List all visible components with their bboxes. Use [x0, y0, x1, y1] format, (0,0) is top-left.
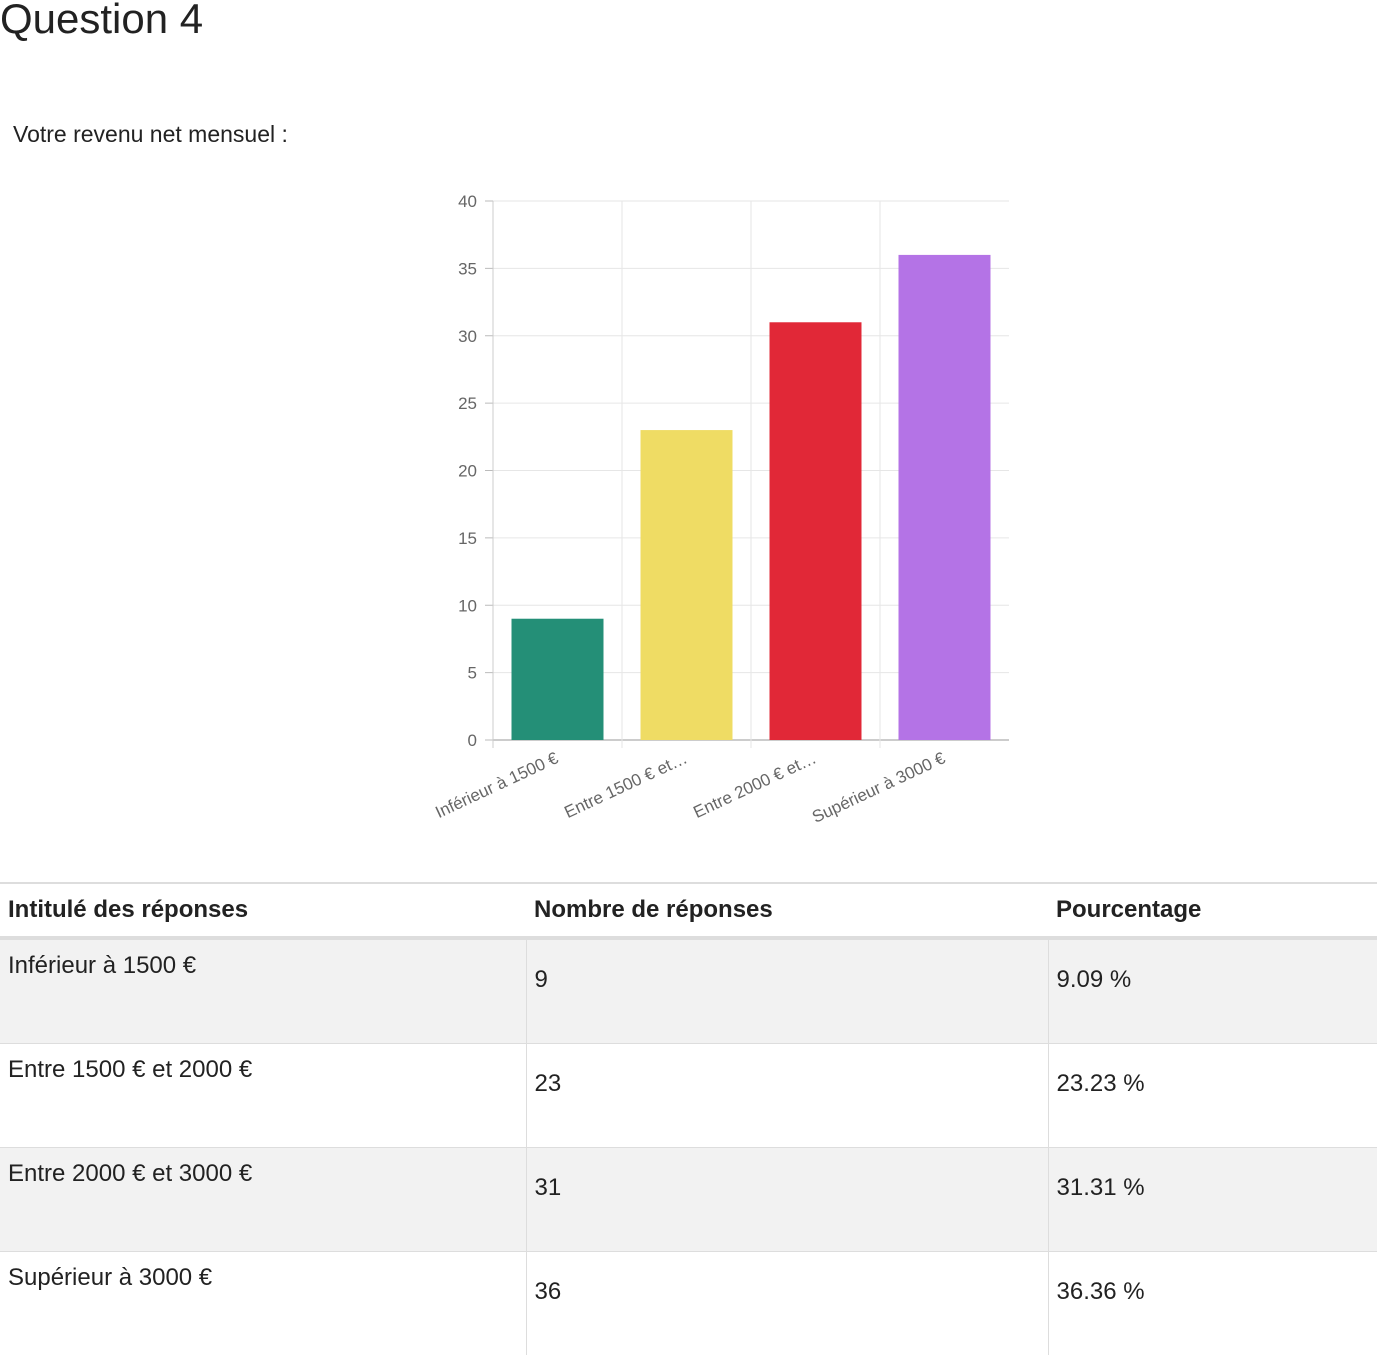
table-row: Supérieur à 3000 € 36 36.36 % [0, 1252, 1377, 1355]
answer-count: 36 [526, 1252, 1048, 1355]
answer-percentage: 31.31 % [1048, 1148, 1377, 1252]
answer-count: 9 [526, 938, 1048, 1044]
y-tick-label: 30 [458, 327, 477, 346]
y-tick-label: 40 [458, 192, 477, 211]
answer-count: 31 [526, 1148, 1048, 1252]
y-tick-label: 0 [468, 731, 477, 750]
table-row: Entre 1500 € et 2000 € 23 23.23 % [0, 1044, 1377, 1148]
table-row: Inférieur à 1500 € 9 9.09 % [0, 938, 1377, 1044]
x-category-label: Entre 1500 € et… [561, 748, 690, 822]
table-header-row: Intitulé des réponses Nombre de réponses… [0, 883, 1377, 938]
y-tick-label: 20 [458, 462, 477, 481]
answer-label: Supérieur à 3000 € [0, 1252, 526, 1355]
table-row: Entre 2000 € et 3000 € 31 31.31 % [0, 1148, 1377, 1252]
bar-4 [899, 255, 991, 740]
answer-label: Entre 2000 € et 3000 € [0, 1148, 526, 1252]
y-tick-label: 35 [458, 259, 477, 278]
bar-1 [512, 619, 604, 740]
header-count: Nombre de réponses [526, 883, 1048, 938]
answer-count: 23 [526, 1044, 1048, 1148]
header-percentage: Pourcentage [1048, 883, 1377, 938]
answer-percentage: 23.23 % [1048, 1044, 1377, 1148]
y-tick-label: 15 [458, 529, 477, 548]
x-category-label: Inférieur à 1500 € [432, 748, 561, 822]
y-tick-label: 25 [458, 394, 477, 413]
answer-percentage: 9.09 % [1048, 938, 1377, 1044]
y-tick-label: 5 [468, 664, 477, 683]
answer-percentage: 36.36 % [1048, 1252, 1377, 1355]
answer-label: Entre 1500 € et 2000 € [0, 1044, 526, 1148]
bar-3 [770, 322, 862, 740]
header-label: Intitulé des réponses [0, 883, 526, 938]
x-category-label: Entre 2000 € et… [690, 748, 819, 822]
y-tick-label: 10 [458, 596, 477, 615]
bar-2 [641, 430, 733, 740]
results-table: Intitulé des réponses Nombre de réponses… [0, 882, 1377, 1355]
answer-label: Inférieur à 1500 € [0, 938, 526, 1044]
x-category-label: Supérieur à 3000 € [809, 748, 949, 827]
